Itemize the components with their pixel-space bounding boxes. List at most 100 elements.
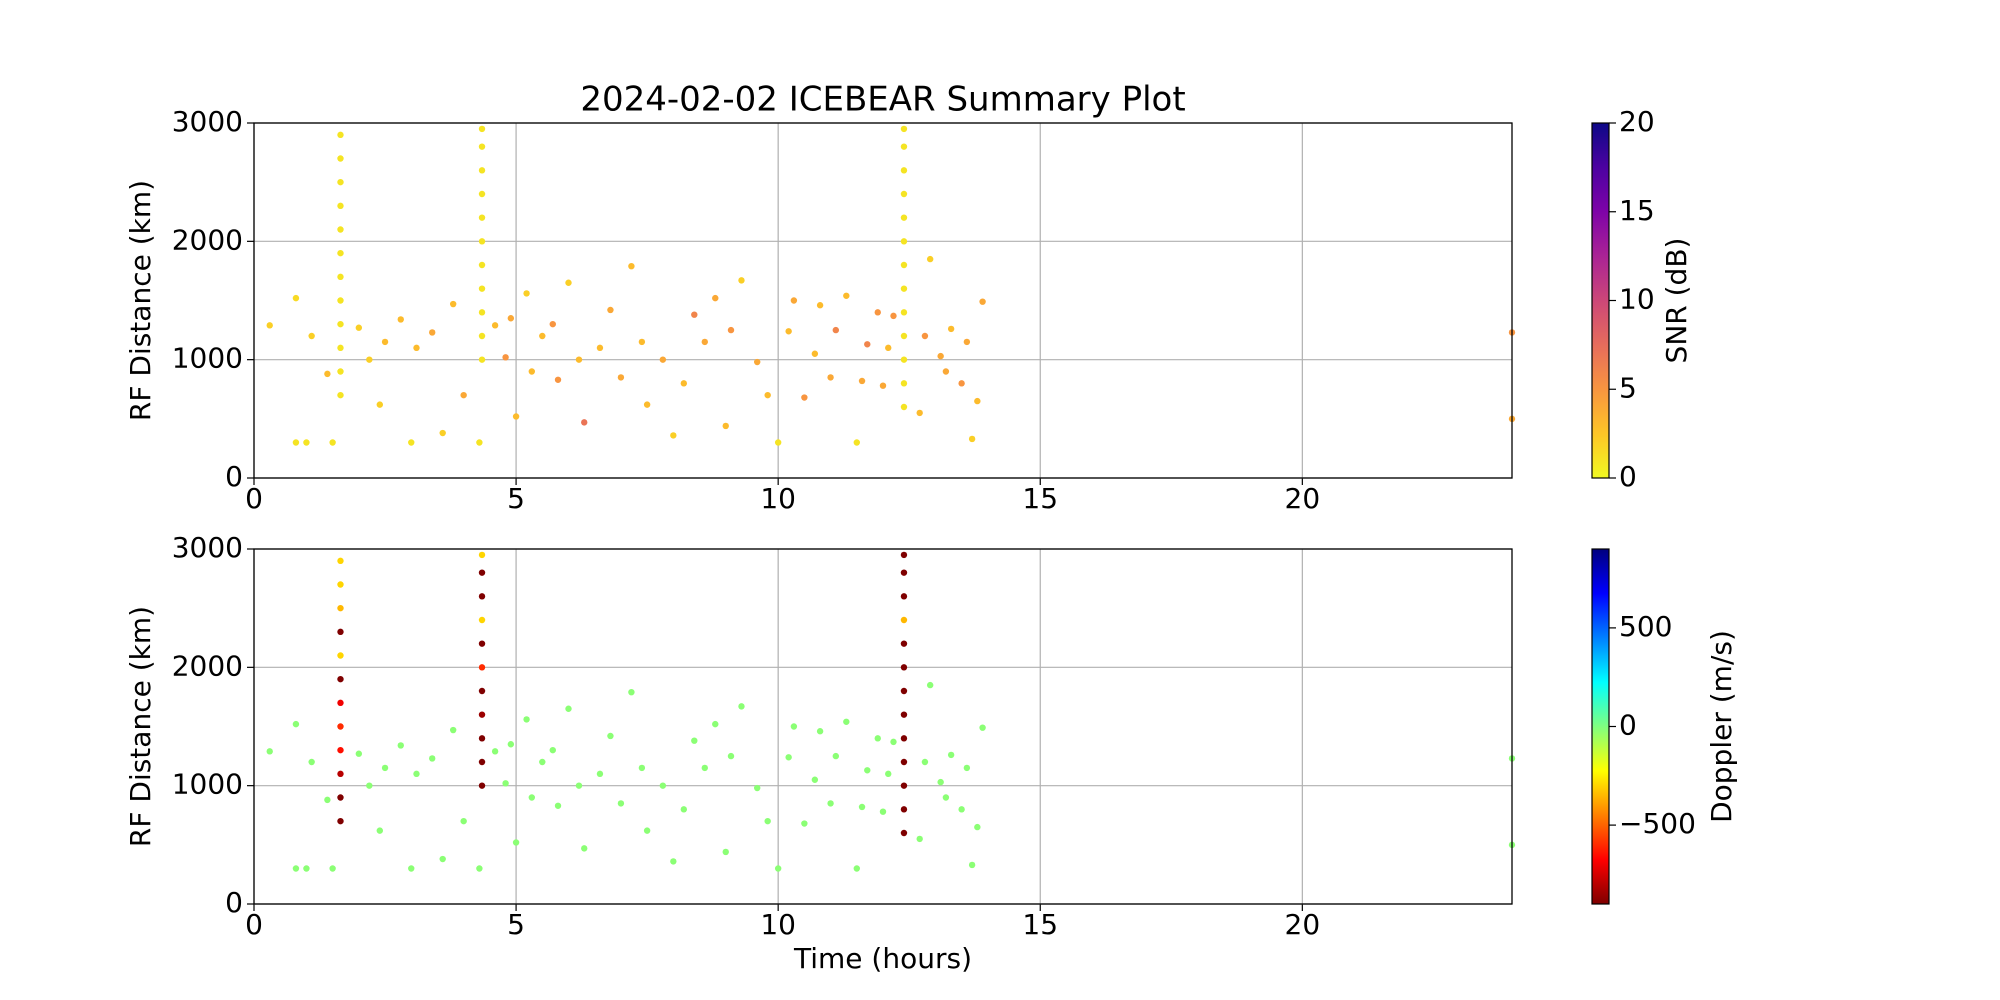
- data-point: [337, 746, 344, 754]
- data-point: [429, 755, 436, 762]
- data-point: [528, 368, 536, 375]
- data-point: [900, 758, 908, 766]
- data-point: [643, 827, 651, 834]
- data-point: [337, 226, 344, 233]
- data-point: [478, 261, 486, 269]
- data-point: [890, 312, 897, 320]
- data-point: [528, 794, 536, 801]
- y-tick-label: 1000: [172, 342, 243, 375]
- data-point: [900, 551, 908, 559]
- data-point: [864, 341, 871, 348]
- x-tick-label: 15: [1022, 908, 1058, 941]
- data-point: [659, 356, 667, 363]
- data-point: [764, 391, 771, 399]
- data-point: [478, 569, 486, 576]
- data-point: [337, 723, 344, 730]
- data-point: [958, 380, 965, 387]
- data-point: [670, 432, 677, 439]
- colorbar-tick-label: 500: [1619, 610, 1672, 643]
- data-point: [701, 764, 708, 772]
- data-point: [979, 724, 986, 731]
- colorbar-tick-label: 5: [1619, 371, 1637, 404]
- x-tick-label: 0: [245, 908, 263, 941]
- data-point: [926, 681, 934, 689]
- colorbar-label: SNR (dB): [1660, 238, 1693, 364]
- data-point: [628, 688, 635, 696]
- y-axis-label: RF Distance (km): [124, 180, 157, 421]
- data-point: [491, 322, 499, 329]
- data-point: [478, 687, 486, 695]
- data-point: [790, 723, 798, 730]
- data-point: [292, 294, 300, 302]
- colorbar-tick-label: 10: [1619, 283, 1655, 316]
- data-point: [628, 262, 635, 270]
- data-point: [512, 413, 520, 420]
- data-point: [864, 767, 871, 774]
- data-point: [853, 439, 860, 446]
- data-point: [680, 806, 688, 813]
- data-point: [337, 344, 344, 352]
- data-point: [507, 315, 515, 322]
- data-point: [337, 155, 344, 162]
- data-point: [879, 808, 887, 815]
- data-point: [355, 324, 363, 331]
- data-point: [337, 604, 344, 612]
- data-point: [596, 344, 604, 352]
- data-point: [638, 338, 646, 346]
- data-point: [832, 326, 840, 334]
- data-point: [900, 616, 908, 624]
- data-point: [607, 732, 614, 740]
- data-point: [811, 776, 819, 783]
- data-point: [478, 551, 486, 559]
- data-point: [478, 782, 486, 789]
- data-point: [539, 332, 546, 340]
- data-point: [303, 439, 310, 446]
- data-point: [900, 640, 908, 647]
- x-axis-label: Time (hours): [793, 942, 972, 975]
- data-point: [408, 439, 415, 446]
- data-point: [926, 255, 934, 263]
- data-point: [670, 858, 677, 865]
- data-point: [774, 865, 782, 872]
- data-point: [478, 593, 486, 600]
- data-point: [974, 397, 981, 405]
- data-point: [292, 720, 300, 728]
- data-point: [643, 401, 651, 408]
- data-point: [937, 352, 944, 360]
- data-point: [879, 382, 887, 389]
- data-point: [900, 332, 908, 340]
- data-point: [337, 675, 344, 683]
- data-point: [858, 377, 866, 385]
- data-point: [900, 125, 908, 133]
- data-point: [774, 439, 782, 446]
- data-point: [754, 784, 761, 792]
- data-point: [429, 329, 436, 336]
- data-point: [449, 300, 457, 308]
- colorbar-tick-label: −500: [1619, 807, 1696, 840]
- data-point: [617, 374, 625, 381]
- data-point: [478, 125, 486, 133]
- data-point: [478, 640, 486, 647]
- axes-frame: [253, 548, 1513, 905]
- data-point: [968, 435, 976, 443]
- data-point: [337, 557, 344, 565]
- points: [266, 125, 1516, 446]
- y-tick-label: 3000: [172, 531, 243, 564]
- data-point: [292, 865, 300, 872]
- data-point: [355, 750, 363, 757]
- data-point: [900, 569, 908, 576]
- data-point: [439, 429, 446, 437]
- data-point: [308, 758, 315, 766]
- data-point: [337, 628, 344, 636]
- data-point: [617, 800, 625, 807]
- data-point: [900, 735, 908, 742]
- data-point: [900, 711, 908, 718]
- data-point: [512, 839, 520, 846]
- data-point: [266, 748, 273, 755]
- data-point: [337, 770, 344, 778]
- data-point: [478, 616, 486, 624]
- x-tick-label: 20: [1285, 908, 1321, 941]
- data-point: [607, 306, 614, 314]
- data-point: [801, 394, 808, 401]
- data-point: [575, 782, 583, 789]
